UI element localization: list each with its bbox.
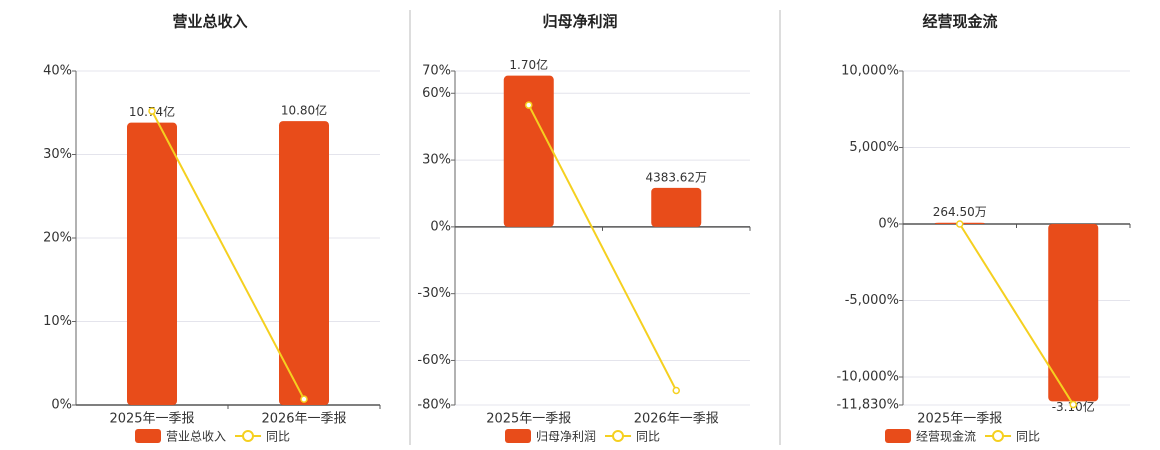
y-tick-label: 30%: [422, 153, 451, 168]
y-tick-label: -10,000%: [836, 370, 899, 385]
legend-label: 同比: [266, 430, 290, 444]
legend-swatch: [505, 429, 531, 443]
legend-marker: [612, 430, 624, 442]
line-point: [148, 107, 156, 115]
y-tick-label: 0%: [430, 219, 451, 234]
legend-marker: [992, 430, 1004, 442]
line-point: [525, 101, 533, 109]
bar: [1048, 224, 1099, 402]
legend-swatch: [885, 429, 911, 443]
value-label: 1.70亿: [509, 57, 548, 72]
y-tick-label: 60%: [422, 86, 451, 101]
legend-label: 同比: [1016, 430, 1040, 444]
y-tick-label: 5,000%: [849, 140, 899, 155]
y-tick-label: -30%: [417, 286, 451, 301]
y-tick-label: 10%: [43, 314, 72, 329]
y-tick-label: -5,000%: [845, 293, 899, 308]
line-point: [672, 386, 680, 395]
chart-title: 经营现金流: [922, 13, 997, 31]
chart-title: 营业总收入: [172, 13, 247, 31]
legend-label: 经营现金流: [916, 429, 976, 444]
line: [958, 223, 1075, 406]
y-tick-label: 20%: [43, 231, 72, 246]
y-tick-label: -60%: [417, 353, 451, 368]
legend-swatch: [135, 429, 161, 443]
legend-label: 归母净利润: [536, 430, 596, 444]
y-tick-label: 0%: [51, 398, 72, 413]
value-label: 4383.62万: [645, 170, 707, 184]
line: [527, 104, 678, 391]
chart-title: 归母净利润: [542, 13, 617, 31]
line: [151, 110, 305, 400]
line-point: [300, 395, 308, 403]
bar: [127, 122, 177, 406]
y-tick-label: 30%: [43, 147, 72, 162]
bar: [651, 187, 702, 227]
y-tick-label: 70%: [422, 64, 451, 79]
x-tick-label: 2026年一季报: [634, 412, 719, 427]
y-tick-label: -11,830%: [836, 398, 899, 413]
x-tick-label: 2025年一季报: [486, 412, 571, 427]
value-label: 10.80亿: [281, 103, 327, 118]
x-tick-label: 2025年一季报: [109, 412, 194, 427]
line-point: [1069, 400, 1077, 409]
legend-marker: [242, 430, 254, 442]
y-tick-label: -80%: [417, 398, 451, 413]
bar: [279, 121, 329, 405]
legend-label: 营业总收入: [166, 430, 226, 444]
x-tick-label: 2026年一季报: [261, 412, 346, 427]
legend-label: 同比: [636, 430, 660, 444]
bar: [503, 75, 554, 227]
y-tick-label: 10,000%: [841, 64, 899, 79]
x-tick-label: 2025年一季报: [917, 412, 1002, 427]
value-label: 264.50万: [933, 205, 987, 219]
line-point: [956, 220, 964, 228]
y-tick-label: 0%: [878, 217, 899, 232]
y-tick-label: 40%: [43, 64, 72, 79]
